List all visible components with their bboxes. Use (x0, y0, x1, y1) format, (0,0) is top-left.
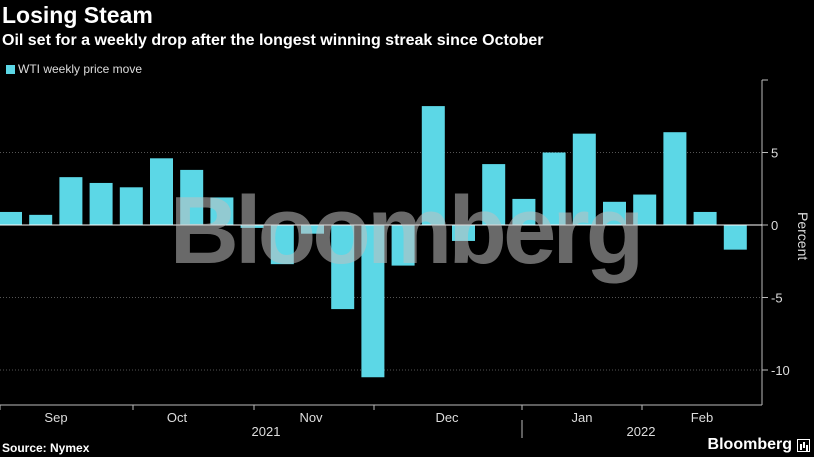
bar (482, 164, 506, 225)
chart-subtitle: Oil set for a weekly drop after the long… (2, 32, 544, 49)
source-note: Source: Nymex (2, 441, 90, 455)
x-tick-label: Feb (691, 410, 713, 425)
legend-swatch (6, 64, 15, 74)
legend: WTI weekly price move (6, 62, 142, 76)
bar (331, 225, 355, 310)
bar (0, 211, 22, 225)
year-label: 2021 (252, 424, 281, 439)
x-tick-label: Oct (167, 410, 188, 425)
bloomberg-logo: Bloomberg (708, 436, 810, 454)
y-tick-label: 5 (771, 146, 778, 161)
bar (421, 106, 445, 225)
brand-label: Bloomberg (707, 436, 792, 453)
bar (693, 211, 717, 225)
bar (210, 197, 234, 225)
bar (572, 133, 596, 225)
bar (512, 198, 536, 225)
bar (240, 225, 264, 228)
bar (150, 158, 173, 225)
bar (603, 201, 626, 225)
legend-label: WTI weekly price move (18, 62, 143, 76)
y-tick-label: -10 (771, 363, 790, 378)
bar (270, 225, 294, 265)
year-label: 2022 (627, 424, 656, 439)
bar (119, 187, 143, 225)
bar (89, 182, 113, 225)
y-axis-title: Percent (795, 212, 811, 260)
bar (361, 225, 385, 378)
y-tick-label: -5 (771, 291, 783, 306)
bar (633, 194, 657, 225)
bar (391, 225, 415, 266)
bar (301, 225, 324, 234)
watermark-text: Bloomberg (170, 177, 641, 284)
x-tick-label: Dec (435, 410, 459, 425)
bar (29, 214, 53, 225)
bar (180, 169, 204, 225)
bar (452, 225, 475, 241)
x-tick-label: Nov (299, 410, 323, 425)
y-tick-label: 0 (771, 218, 778, 233)
bar (663, 132, 687, 225)
bar (59, 177, 83, 225)
x-tick-label: Sep (44, 410, 67, 425)
bar (542, 152, 566, 225)
chart-title: Losing Steam (2, 2, 153, 28)
x-tick-label: Jan (572, 410, 593, 425)
bar-chart-icon (797, 438, 810, 452)
bar (723, 225, 747, 250)
